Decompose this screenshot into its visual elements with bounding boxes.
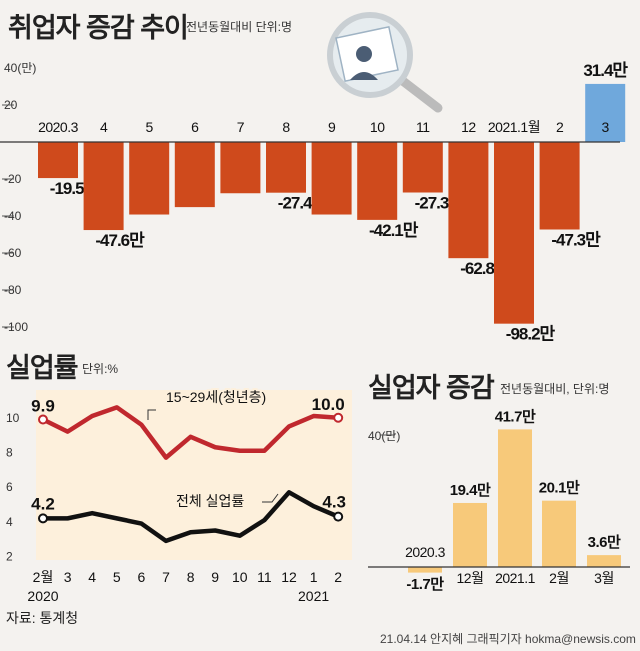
- x-tick-label: 2: [334, 569, 342, 585]
- y-tick-label: 40(만): [368, 429, 400, 443]
- endpoint-marker: [333, 412, 344, 423]
- data-label: 3.6만: [588, 534, 621, 551]
- bar: [408, 567, 442, 573]
- x-tick-label: 9: [328, 119, 336, 135]
- x-tick-label: 6: [138, 569, 146, 585]
- data-label: 19.4만: [450, 482, 491, 499]
- chart2-title: 실업률: [6, 353, 79, 383]
- x-tick-label: 7: [162, 569, 170, 585]
- bar: [494, 142, 534, 324]
- x-tick-label: 1: [310, 569, 318, 585]
- chart1-unit: 전년동월대비 단위:명: [186, 20, 293, 34]
- data-label: 31.4만: [583, 61, 628, 80]
- bar: [38, 142, 78, 179]
- endpoint-marker: [38, 414, 48, 425]
- chart2-unit: 단위:%: [82, 362, 119, 376]
- bar: [539, 142, 580, 230]
- bar: [585, 83, 626, 142]
- bar: [542, 500, 576, 567]
- year-label: 2020: [27, 588, 58, 604]
- y-tick-label: 4: [6, 515, 13, 529]
- data-label: -47.3만: [551, 231, 601, 250]
- endpoint-marker: [333, 511, 344, 522]
- x-tick-label: 8: [187, 569, 195, 585]
- leader-line: [262, 493, 279, 503]
- x-tick-label: 12: [281, 569, 297, 585]
- chart3-title: 실업자 증감: [368, 373, 495, 403]
- y-tick-label: 8: [6, 445, 13, 459]
- series-line: [43, 490, 340, 544]
- y-tick-label: 40(만): [4, 61, 36, 75]
- bar: [220, 142, 261, 194]
- x-tick-label: 5: [113, 569, 121, 585]
- data-label: -47.6만: [95, 231, 145, 250]
- series-line: [42, 405, 339, 460]
- x-tick-label: 7: [237, 119, 245, 135]
- bar: [83, 142, 124, 231]
- bar: [129, 142, 170, 215]
- y-tick-label: 10: [6, 411, 20, 425]
- credit-label: 21.04.14 안지혜 그래픽기자 hokma@newsis.com: [380, 632, 636, 646]
- x-tick-label: 2020.3: [38, 119, 79, 135]
- endpoint-marker: [38, 513, 48, 524]
- bar: [311, 142, 352, 215]
- x-tick-label: 2021.1: [495, 570, 536, 586]
- year-label: 2021: [298, 588, 329, 604]
- end-value-label: 9.9: [31, 396, 55, 415]
- x-tick-label: 2월: [549, 570, 569, 586]
- data-label: -42.1만: [369, 221, 419, 240]
- end-value-label: 4.3: [322, 493, 346, 512]
- y-tick-label: -100: [4, 320, 28, 334]
- y-tick-label: 6: [6, 480, 13, 494]
- x-tick-label: 3월: [594, 570, 614, 586]
- end-value-label: 10.0: [312, 395, 345, 414]
- bar: [587, 555, 621, 567]
- x-tick-label: 9: [211, 569, 219, 585]
- x-tick-label: 12: [461, 119, 476, 135]
- data-label: 20.1만: [539, 480, 580, 497]
- data-label: -98.2만: [506, 325, 556, 344]
- x-tick-label: 2021.1월: [488, 119, 540, 135]
- bar: [402, 142, 443, 193]
- bar: [174, 142, 215, 208]
- data-label: 41.7만: [495, 408, 536, 425]
- x-tick-label: 2: [556, 119, 564, 135]
- x-tick-label: 11: [257, 569, 272, 585]
- x-tick-label: 12월: [457, 570, 484, 586]
- chart3-unit: 전년동월대비, 단위:명: [500, 382, 610, 396]
- x-tick-label: 2020.3: [405, 544, 446, 560]
- x-tick-label: 6: [191, 119, 199, 135]
- chart1-title: 취업자 증감 추이: [8, 13, 189, 43]
- x-tick-label: 4: [100, 119, 108, 135]
- x-tick-label: 2월: [33, 569, 54, 585]
- x-tick-label: 4: [88, 569, 96, 585]
- bar: [357, 142, 398, 220]
- x-tick-label: 11: [416, 119, 430, 135]
- x-tick-label: 10: [232, 569, 248, 585]
- end-value-label: 4.2: [31, 494, 55, 513]
- x-tick-label: 3: [64, 569, 72, 585]
- bar: [453, 502, 487, 567]
- data-label: -1.7만: [406, 576, 444, 593]
- x-tick-label: 5: [146, 119, 154, 135]
- x-tick-label: 3: [602, 119, 610, 135]
- bar: [266, 142, 306, 193]
- x-tick-label: 10: [370, 119, 385, 135]
- leader-line: [147, 409, 156, 420]
- bar: [448, 142, 489, 259]
- y-tick-label: 2: [6, 550, 13, 564]
- x-tick-label: 8: [282, 119, 290, 135]
- source-label: 자료: 통계청: [6, 610, 79, 626]
- series-label: 15~29세(청년층): [166, 389, 266, 405]
- bar: [498, 429, 532, 567]
- series-label: 전체 실업률: [176, 493, 244, 509]
